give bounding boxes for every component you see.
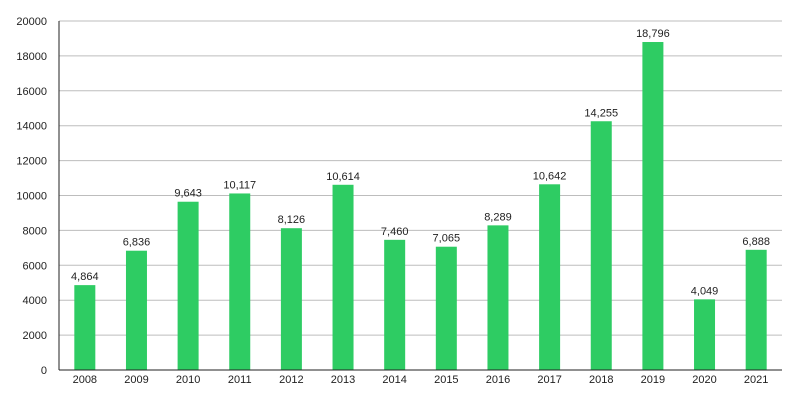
bar-2019 (642, 42, 664, 371)
data-label: 8,289 (484, 211, 512, 223)
x-tick-label: 2013 (331, 374, 355, 386)
data-label: 4,049 (691, 285, 719, 297)
y-tick-label: 12000 (16, 156, 47, 168)
data-labels: 4,864 6,836 9,643 10,117 8,126 10,614 7,460 7,0… (71, 28, 770, 297)
data-label: 10,117 (223, 179, 256, 191)
y-tick-label: 2000 (23, 330, 47, 342)
y-tick-label: 16000 (16, 86, 47, 98)
data-label: 6,836 (123, 237, 151, 249)
bar-2018 (590, 121, 612, 371)
bar-2010 (177, 201, 199, 370)
bar-2013 (332, 184, 354, 370)
bar-2017 (539, 184, 561, 370)
x-tick-label: 2017 (537, 374, 561, 386)
x-tick-label: 2020 (692, 374, 716, 386)
x-tick-label: 2015 (434, 374, 458, 386)
data-label: 4,864 (71, 271, 99, 283)
data-label: 10,642 (533, 170, 567, 182)
bar-2016 (487, 225, 509, 370)
data-label: 6,888 (742, 236, 770, 248)
bar-2014 (384, 239, 406, 370)
y-tick-label: 4000 (23, 295, 47, 307)
y-tick-label: 18000 (16, 51, 47, 63)
y-tick-label: 14000 (16, 121, 47, 133)
bar-2020 (694, 299, 716, 370)
x-tick-label: 2019 (641, 374, 665, 386)
gridlines (59, 20, 782, 336)
y-tick-label: 10000 (16, 191, 47, 203)
x-tick-label: 2018 (589, 374, 613, 386)
y-tick-label: 8000 (23, 225, 47, 237)
x-tick-label: 2008 (73, 374, 97, 386)
data-label: 7,065 (433, 233, 461, 245)
bar-2009 (125, 250, 147, 370)
x-tick-label: 2012 (279, 374, 303, 386)
y-tick-label: 0 (41, 365, 47, 377)
data-label: 8,126 (278, 214, 306, 226)
x-tick-label: 2010 (176, 374, 200, 386)
y-tick-label: 20000 (16, 16, 47, 28)
x-tick-label: 2009 (124, 374, 148, 386)
data-label: 7,460 (381, 226, 409, 238)
bar-2021 (745, 249, 767, 370)
axes (58, 21, 782, 371)
bar-2011 (229, 193, 251, 370)
data-label: 9,643 (174, 188, 202, 200)
data-label: 18,796 (636, 28, 670, 40)
bar-2008 (74, 285, 96, 370)
bars (74, 42, 767, 371)
y-axis-tick-labels: 0 2000 4000 6000 8000 10000 12000 14000 16000 180… (16, 16, 47, 377)
bar-2015 (435, 246, 457, 370)
data-label: 14,255 (584, 107, 618, 119)
x-tick-label: 2016 (486, 374, 510, 386)
data-label: 10,614 (326, 171, 360, 183)
y-tick-label: 6000 (23, 260, 47, 272)
x-tick-label: 2014 (382, 374, 406, 386)
x-axis-tick-labels: 2008 2009 2010 2011 2012 2013 2014 2015 2016 2017… (73, 374, 769, 386)
x-tick-label: 2021 (744, 374, 768, 386)
bar-2012 (280, 228, 302, 370)
x-tick-label: 2011 (228, 374, 252, 386)
